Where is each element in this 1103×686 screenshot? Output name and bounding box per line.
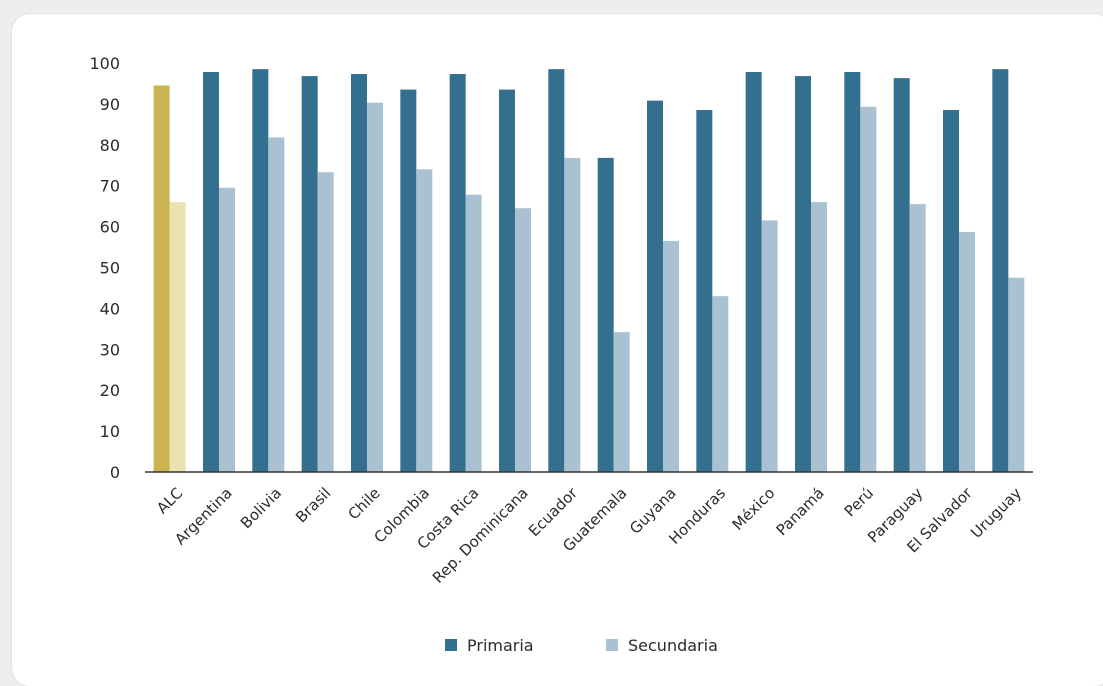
bar-primaria — [992, 69, 1009, 472]
bar-primaria — [844, 71, 861, 473]
bar-secundaria — [219, 187, 235, 472]
y-tick-label: 70 — [100, 177, 120, 196]
legend: Primaria Secundaria — [445, 636, 718, 655]
bar-secundaria — [268, 137, 285, 473]
bar-primaria — [696, 110, 713, 472]
bar-primaria — [795, 76, 811, 472]
x-tick-label: Rep. Dominicana — [429, 484, 532, 587]
bar-secundaria — [613, 332, 630, 472]
x-tick-label: Perú — [841, 484, 877, 520]
bar-primaria — [548, 69, 565, 472]
bar-secundaria — [515, 208, 531, 472]
y-tick-label: 90 — [100, 95, 120, 114]
x-tick-label: Uruguay — [967, 484, 1025, 542]
y-tick-label: 30 — [100, 340, 120, 359]
x-tick-label: México — [729, 484, 779, 534]
legend-swatch-primaria — [445, 639, 457, 651]
bars — [153, 69, 1025, 473]
bar-secundaria — [712, 296, 729, 472]
bar-secundaria — [564, 157, 581, 472]
bar-primaria — [893, 78, 910, 473]
bar-primaria — [499, 89, 515, 473]
bar-primaria — [449, 74, 466, 472]
y-tick-label: 20 — [100, 381, 120, 400]
bar-primaria — [252, 69, 269, 472]
y-tick-label: 10 — [100, 422, 120, 441]
bar-secundaria — [1008, 277, 1025, 472]
bar-primaria — [597, 157, 614, 472]
bar-secundaria — [416, 169, 433, 472]
bar-primaria — [943, 110, 959, 472]
bar-primaria — [301, 76, 318, 472]
y-axis: 0 10 20 30 40 50 60 70 80 90 100 — [89, 54, 120, 482]
x-tick-label: Panamá — [773, 484, 828, 539]
bar-primaria — [153, 85, 170, 473]
bar-primaria — [745, 71, 762, 473]
bar-primaria — [351, 74, 367, 472]
y-tick-label: 50 — [100, 259, 120, 278]
bar-secundaria — [811, 202, 827, 472]
y-tick-label: 100 — [89, 54, 120, 73]
y-tick-label: 60 — [100, 218, 120, 237]
y-tick-label: 80 — [100, 136, 120, 155]
bar-secundaria — [860, 106, 877, 472]
legend-swatch-secundaria — [606, 639, 618, 651]
bar-secundaria — [169, 202, 186, 472]
bar-secundaria — [761, 220, 778, 472]
x-tick-label: ALC — [153, 484, 186, 517]
bar-secundaria — [317, 172, 334, 472]
bar-primaria — [400, 89, 417, 473]
bar-secundaria — [367, 102, 383, 472]
x-tick-label: Brasil — [292, 484, 334, 526]
x-tick-label: Chile — [344, 484, 383, 523]
bar-secundaria — [959, 231, 975, 472]
x-tick-label: Bolivia — [237, 484, 285, 532]
bar-secundaria — [465, 194, 482, 472]
legend-label-secundaria: Secundaria — [628, 636, 718, 655]
y-tick-label: 0 — [110, 463, 120, 482]
bar-secundaria — [909, 204, 926, 473]
bar-secundaria — [663, 240, 679, 472]
y-tick-label: 40 — [100, 299, 120, 318]
bar-primaria — [647, 100, 663, 473]
legend-label-primaria: Primaria — [467, 636, 534, 655]
bar-primaria — [203, 71, 219, 473]
